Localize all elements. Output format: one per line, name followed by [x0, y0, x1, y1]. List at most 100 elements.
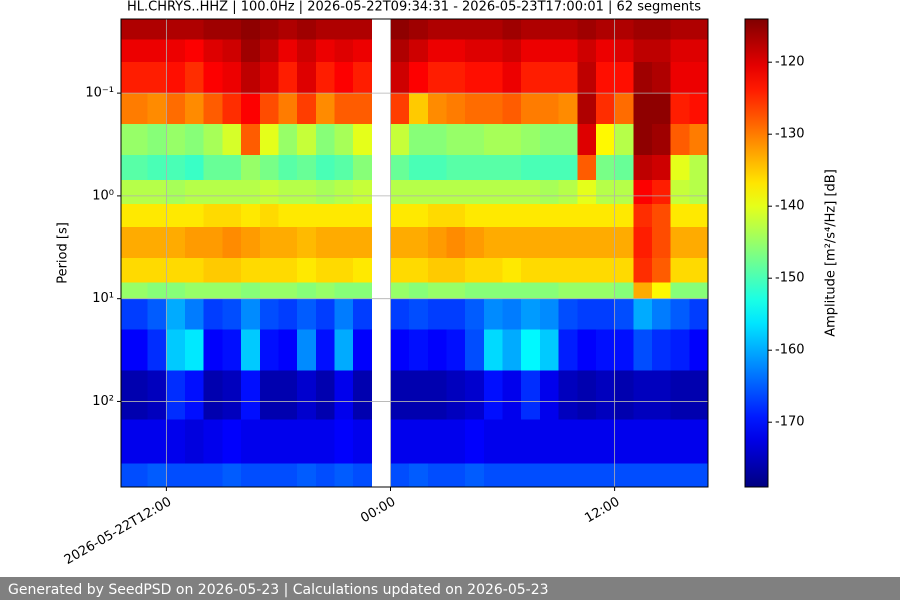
cell — [558, 370, 578, 420]
cell — [633, 93, 653, 125]
cell — [203, 39, 223, 63]
cell — [203, 370, 223, 420]
cell — [502, 226, 522, 259]
cell — [353, 370, 373, 420]
cell — [651, 257, 672, 284]
cell — [278, 257, 298, 284]
cell — [446, 62, 466, 94]
cell — [689, 226, 709, 259]
y-axis-label: Period [s] — [56, 222, 71, 284]
cell — [147, 19, 167, 40]
cell — [633, 19, 653, 40]
cell — [166, 39, 186, 63]
cell — [315, 463, 335, 488]
cell — [121, 419, 149, 464]
cell — [315, 419, 335, 464]
cell — [315, 124, 335, 156]
cell — [203, 19, 223, 40]
cell — [185, 179, 205, 205]
cell — [595, 62, 616, 94]
cell — [558, 179, 578, 205]
cell — [465, 282, 485, 300]
cell — [185, 257, 205, 284]
cell — [315, 282, 335, 300]
cell — [297, 124, 317, 156]
cell — [670, 329, 690, 371]
cell — [502, 282, 522, 300]
cell — [259, 154, 279, 181]
y-tick-label: 10¹ — [92, 291, 114, 306]
cell — [633, 463, 653, 488]
cell — [558, 154, 578, 181]
cell — [409, 282, 429, 300]
cell — [633, 329, 653, 371]
cell — [427, 39, 447, 63]
cell — [390, 204, 410, 228]
cell — [353, 204, 373, 228]
cell — [483, 154, 503, 181]
cell — [297, 298, 317, 331]
cell — [185, 226, 205, 259]
cell — [241, 39, 261, 63]
cell — [446, 93, 466, 125]
cell — [670, 282, 690, 300]
cell — [427, 124, 447, 156]
cell — [614, 370, 634, 420]
cell — [259, 179, 279, 205]
cell — [670, 93, 690, 125]
cell — [334, 257, 354, 284]
cell — [166, 370, 186, 420]
cell — [651, 124, 672, 156]
cell — [539, 370, 559, 420]
cell — [633, 370, 653, 420]
cell — [502, 298, 522, 331]
colorbar-tick-label: -140 — [775, 199, 805, 214]
cell — [390, 257, 410, 284]
cell — [670, 19, 690, 40]
cell — [121, 204, 149, 228]
cell — [558, 93, 578, 125]
cell — [147, 463, 167, 488]
cell — [558, 329, 578, 371]
cell — [558, 226, 578, 259]
cell — [297, 257, 317, 284]
cell — [483, 329, 503, 371]
cell — [595, 419, 616, 464]
cell — [521, 298, 541, 331]
cell — [203, 226, 223, 259]
cell — [222, 154, 242, 181]
cell — [614, 282, 634, 300]
cell — [539, 154, 559, 181]
cell — [502, 204, 522, 228]
cell — [539, 419, 559, 464]
cell — [446, 419, 466, 464]
cell — [278, 282, 298, 300]
cell — [483, 39, 503, 63]
cell — [577, 39, 597, 63]
cell — [353, 257, 373, 284]
cell — [278, 179, 298, 205]
cell — [297, 154, 317, 181]
cell — [446, 282, 466, 300]
cell — [521, 19, 541, 40]
cell — [446, 124, 466, 156]
cell — [390, 93, 410, 125]
cell — [689, 39, 709, 63]
cell — [427, 93, 447, 125]
cell — [297, 179, 317, 205]
cell — [166, 62, 186, 94]
cell — [465, 419, 485, 464]
cell — [651, 226, 672, 259]
cell — [278, 329, 298, 371]
cell — [278, 226, 298, 259]
cell — [315, 370, 335, 420]
cell — [147, 39, 167, 63]
cell — [390, 370, 410, 420]
cell — [446, 329, 466, 371]
cell — [241, 298, 261, 331]
cell — [502, 463, 522, 488]
cell — [166, 463, 186, 488]
cell — [633, 257, 653, 284]
cell — [689, 179, 709, 205]
cell — [121, 19, 149, 40]
